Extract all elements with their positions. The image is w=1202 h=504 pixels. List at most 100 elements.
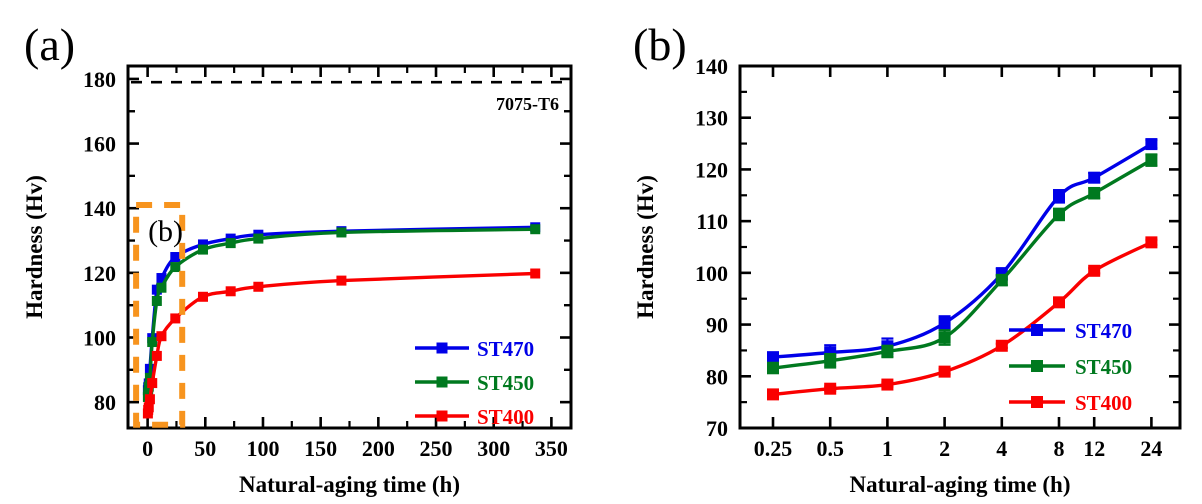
x-tick-label-1: 0.5 <box>816 436 844 461</box>
legend-label-st450: ST450 <box>477 371 534 395</box>
x-tick-label-4: 4 <box>996 436 1007 461</box>
data-point-st470-6 <box>1088 171 1101 184</box>
legend-entry-st470[interactable]: ST470 <box>415 337 534 361</box>
legend-entry-st400[interactable]: ST400 <box>415 405 534 429</box>
data-point-st450-5 <box>151 295 162 306</box>
x-tick-label-2: 100 <box>246 436 279 461</box>
y-tick-label-5: 180 <box>83 67 116 92</box>
y-tick-label-4: 160 <box>83 132 116 157</box>
panel-b-chart: (b)0.25 0.5 1 2 4 8 12 24708090100110120130140N… <box>633 19 1182 497</box>
data-point-st400-4 <box>995 339 1008 352</box>
data-point-st450-8 <box>197 244 208 255</box>
data-point-st470-3 <box>938 317 951 330</box>
data-point-st400-9 <box>225 286 236 297</box>
panel-a-chart: (a) 0 50 100 150 200 250 300 350 80 100 120 140 160 18… <box>22 19 573 497</box>
legend-marker-st400 <box>1031 396 1043 408</box>
x-tick-label-0: 0 <box>142 436 153 461</box>
data-point-st400-10 <box>253 281 264 292</box>
x-tick-label-6: 12 <box>1083 436 1105 461</box>
data-point-st450-1 <box>824 354 837 367</box>
legend-label-st470: ST470 <box>1075 319 1132 343</box>
legend-marker-st450 <box>1031 360 1043 372</box>
panel-a-tag: (a) <box>24 19 75 70</box>
data-point-st450-10 <box>253 233 264 244</box>
data-point-st450-2 <box>881 345 894 358</box>
y-tick-label-1: 80 <box>706 364 728 389</box>
data-point-st400-3 <box>144 394 155 405</box>
data-point-st450-9 <box>225 238 236 249</box>
x-tick-label-1: 50 <box>194 436 216 461</box>
data-point-st470-7 <box>1145 138 1158 151</box>
panel-b-xlabel: Natural-aging time (h) <box>849 472 1070 497</box>
data-point-st400-8 <box>197 291 208 302</box>
x-tick-label-2: 1 <box>882 436 893 461</box>
y-tick-label-4: 110 <box>696 209 728 234</box>
x-tick-label-0: 0.25 <box>754 436 793 461</box>
y-tick-label-6: 130 <box>695 106 728 131</box>
y-tick-label-1: 100 <box>83 326 116 351</box>
data-point-st450-4 <box>147 337 158 348</box>
legend-marker-st400 <box>436 410 448 422</box>
legend-label-st450: ST450 <box>1075 355 1132 379</box>
data-point-st450-6 <box>156 282 167 293</box>
x-tick-label-5: 250 <box>420 436 453 461</box>
data-point-st470-7 <box>170 252 181 263</box>
data-point-st400-1 <box>824 382 837 395</box>
data-point-st450-7 <box>170 262 181 273</box>
legend-marker-st470 <box>1031 324 1043 336</box>
panel-a-ylabel: Hardness (Hv) <box>22 175 47 319</box>
panel-b-tag: (b) <box>633 19 687 70</box>
data-point-st470-5 <box>1053 190 1065 203</box>
legend-entry-st470[interactable]: ST470 <box>1009 319 1132 343</box>
y-tick-label-2: 120 <box>83 261 116 286</box>
x-tick-label-6: 300 <box>477 436 510 461</box>
data-point-st450-3 <box>938 331 951 344</box>
panel-a: (a) 0 50 100 150 200 250 300 350 80 100 120 140 160 18… <box>22 19 573 497</box>
x-tick-label-7: 24 <box>1140 436 1162 461</box>
data-point-st450-4 <box>995 274 1008 287</box>
y-tick-label-2: 90 <box>706 313 728 338</box>
data-point-st400-0 <box>767 388 779 401</box>
data-point-st400-6 <box>156 331 167 342</box>
legend-marker-st470 <box>436 342 448 354</box>
y-tick-label-3: 140 <box>83 196 116 221</box>
data-point-st450-6 <box>1088 187 1101 200</box>
data-point-st400-2 <box>881 378 894 391</box>
legend-label-st400: ST400 <box>1075 391 1132 415</box>
y-tick-label-0: 80 <box>94 390 116 415</box>
data-point-st450-12 <box>530 224 541 235</box>
data-point-st470-0 <box>767 351 779 364</box>
data-point-st400-6 <box>1088 264 1101 277</box>
legend-entry-st400[interactable]: ST400 <box>1009 391 1132 415</box>
y-tick-label-3: 100 <box>695 261 728 286</box>
inset-region-box <box>133 202 186 428</box>
legend-label-st400: ST400 <box>477 405 534 429</box>
y-tick-label-0: 70 <box>706 416 728 441</box>
data-point-st400-4 <box>147 378 158 389</box>
x-tick-label-3: 2 <box>939 436 950 461</box>
panel-a-xlabel: Natural-aging time (h) <box>239 472 460 497</box>
legend-marker-st450 <box>436 376 448 388</box>
panel-b-ylabel: Hardness (Hv) <box>633 175 658 319</box>
inset-region-label: (b) <box>148 215 183 248</box>
series-st400 <box>767 236 1158 401</box>
reference-line-label: 7075-T6 <box>496 94 559 114</box>
legend-entry-st450[interactable]: ST450 <box>1009 355 1132 379</box>
data-point-st450-0 <box>767 362 779 375</box>
series-st400 <box>142 268 541 419</box>
series-st450 <box>767 153 1158 375</box>
x-tick-label-3: 150 <box>304 436 337 461</box>
data-point-st450-5 <box>1053 208 1065 221</box>
data-point-st400-5 <box>1053 296 1065 309</box>
legend-entry-st450[interactable]: ST450 <box>415 371 534 395</box>
y-tick-label-7: 140 <box>695 54 728 79</box>
data-point-st450-7 <box>1145 154 1158 167</box>
panel-b: (b) 0.25 0.5 1 2 4 8 12 24 70 80 90 100 110 120 130 140 N… <box>601 0 1202 504</box>
data-point-st400-7 <box>1145 236 1158 249</box>
data-point-st400-12 <box>530 268 541 279</box>
legend-label-st470: ST470 <box>477 337 534 361</box>
data-point-st400-3 <box>938 365 951 378</box>
x-tick-label-7: 350 <box>535 436 568 461</box>
x-tick-label-4: 200 <box>362 436 395 461</box>
